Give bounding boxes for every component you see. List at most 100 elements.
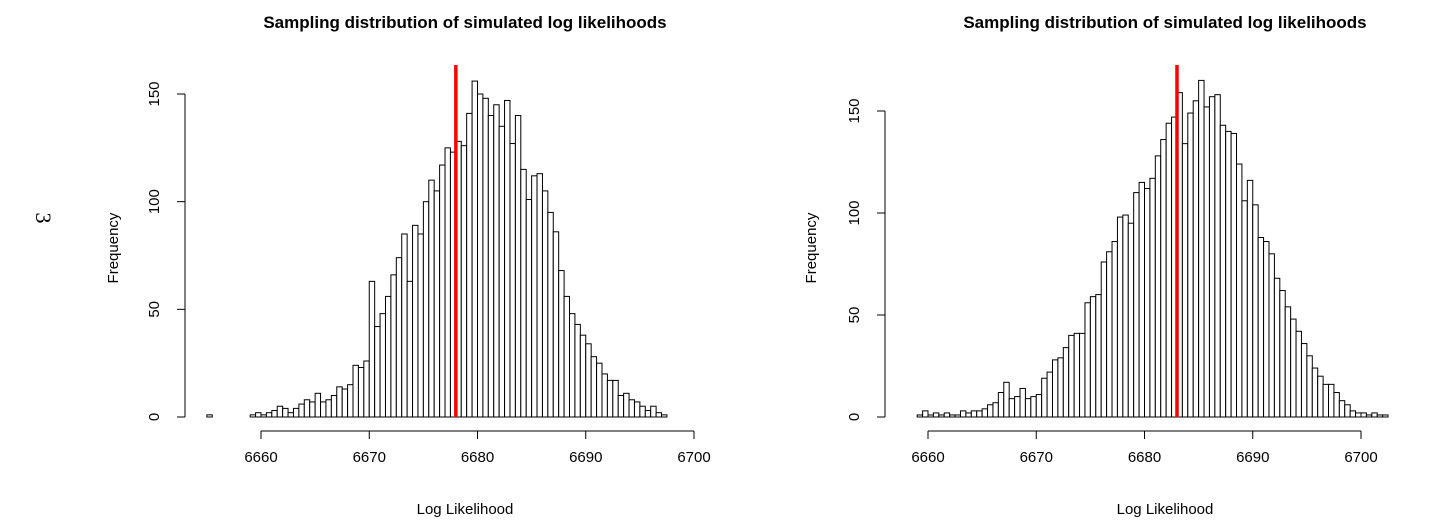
- y-axis-label: Frequency: [803, 212, 820, 283]
- histogram-bar: [1284, 306, 1292, 418]
- histogram-bar: [1322, 383, 1330, 418]
- histogram-bar: [943, 412, 951, 418]
- histogram-bar: [1241, 200, 1248, 418]
- y-axis: 0 50 100 150: [846, 98, 886, 421]
- histogram-bar: [341, 388, 349, 418]
- histogram-bar: [938, 414, 945, 418]
- histogram-bar: [379, 313, 386, 418]
- histogram-bar: [1089, 296, 1097, 418]
- histogram-bar: [422, 201, 430, 418]
- histogram-bar: [1382, 414, 1389, 418]
- histogram-bar: [970, 410, 978, 418]
- histogram-bar: [1208, 96, 1216, 418]
- histogram-bar: [617, 394, 625, 418]
- histogram-bar: [650, 405, 657, 418]
- histogram-bar: [644, 410, 652, 418]
- x-axis: 6660 6670 6680 6690 6700: [244, 430, 711, 466]
- histogram-bar: [368, 280, 376, 418]
- margin-label: 3: [31, 213, 56, 224]
- histogram-bar: [1003, 381, 1010, 418]
- histogram-bar: [471, 80, 478, 418]
- histogram-bar: [1306, 355, 1313, 418]
- histogram-bar: [1311, 367, 1319, 418]
- x-axis-label: Log Likelihood: [417, 501, 514, 518]
- histogram-bar: [552, 231, 560, 418]
- histogram-bar: [1079, 332, 1086, 418]
- histogram-bar: [433, 190, 441, 418]
- histogram-bar: [276, 405, 284, 418]
- histogram-bar: [1263, 241, 1270, 418]
- histogram-bar: [1355, 412, 1362, 418]
- histogram-bar: [498, 125, 506, 418]
- histogram-bar: [477, 93, 484, 418]
- histogram-bar: [916, 414, 924, 418]
- histogram-bar: [406, 280, 414, 418]
- histogram-bar: [633, 401, 641, 418]
- chart-title: Sampling distribution of simulated log l…: [963, 13, 1366, 32]
- histogram-bar: [987, 404, 994, 418]
- histogram-bar: [1138, 181, 1145, 418]
- histogram-bar: [563, 295, 571, 418]
- histogram-bar: [1257, 236, 1265, 418]
- histogram-bar: [357, 366, 365, 418]
- histogram-bar: [1333, 392, 1340, 418]
- histogram-bar: [282, 407, 289, 418]
- histogram-bar: [1338, 400, 1346, 418]
- x-tick-label: 6700: [1344, 449, 1377, 466]
- histogram-bars: [916, 79, 1389, 418]
- histogram-bar: [1008, 398, 1016, 418]
- histogram-bar: [1051, 359, 1059, 418]
- histogram-bar: [585, 343, 592, 418]
- x-axis: 6660 6670 6680 6690 6700: [911, 430, 1378, 466]
- histogram-bar: [1268, 253, 1275, 418]
- y-tick-label: 100: [846, 200, 863, 225]
- histogram-bar: [265, 412, 273, 418]
- histogram-bar: [460, 145, 468, 418]
- histogram-bar: [509, 143, 516, 418]
- histogram-bar: [504, 99, 511, 418]
- histogram-bar: [1236, 163, 1243, 418]
- x-tick-label: 6690: [1236, 449, 1269, 466]
- y-tick-label: 100: [146, 189, 163, 214]
- histogram-bar: [249, 414, 257, 418]
- histogram-bar: [1100, 261, 1108, 418]
- histogram-bar: [547, 211, 554, 418]
- histogram-bar: [1116, 216, 1124, 418]
- histogram-bar: [1360, 412, 1367, 418]
- histogram-bar: [558, 270, 565, 418]
- histogram-bar: [531, 175, 538, 418]
- histogram-bar: [303, 399, 311, 418]
- histogram-bar: [1035, 394, 1043, 418]
- x-tick-label: 6660: [911, 449, 944, 466]
- histogram-bar: [1111, 241, 1118, 418]
- histogram-bar: [1371, 412, 1378, 418]
- histogram-bar: [1203, 106, 1210, 418]
- histogram-bar: [525, 199, 533, 418]
- histogram-bar: [1376, 414, 1384, 418]
- histogram-bar: [1192, 100, 1200, 418]
- histogram-bar: [314, 392, 322, 418]
- histogram-bar: [1181, 143, 1189, 418]
- histogram-bar: [1030, 396, 1037, 418]
- histogram-bar: [997, 392, 1005, 418]
- histogram-bar: [922, 410, 929, 418]
- histogram-bar: [1127, 222, 1135, 418]
- histogram-bar: [1165, 122, 1173, 418]
- x-tick-label: 6670: [353, 449, 386, 466]
- histogram-bar: [336, 386, 343, 418]
- histogram-bar: [1046, 371, 1053, 418]
- histogram-bar: [1295, 330, 1302, 418]
- histogram-bar: [384, 295, 392, 418]
- histogram-bar: [1057, 357, 1064, 418]
- histogram-bar: [298, 403, 305, 418]
- histogram-bar: [1328, 383, 1335, 418]
- histogram-bar: [1068, 334, 1075, 418]
- histogram-bar: [1317, 375, 1324, 418]
- histogram-bar: [1300, 343, 1308, 418]
- chart-title: Sampling distribution of simulated log l…: [263, 13, 666, 32]
- x-tick-label: 6700: [677, 449, 710, 466]
- histogram-bar: [320, 401, 327, 418]
- histogram-bar: [1219, 124, 1227, 418]
- histogram-bar: [520, 168, 527, 418]
